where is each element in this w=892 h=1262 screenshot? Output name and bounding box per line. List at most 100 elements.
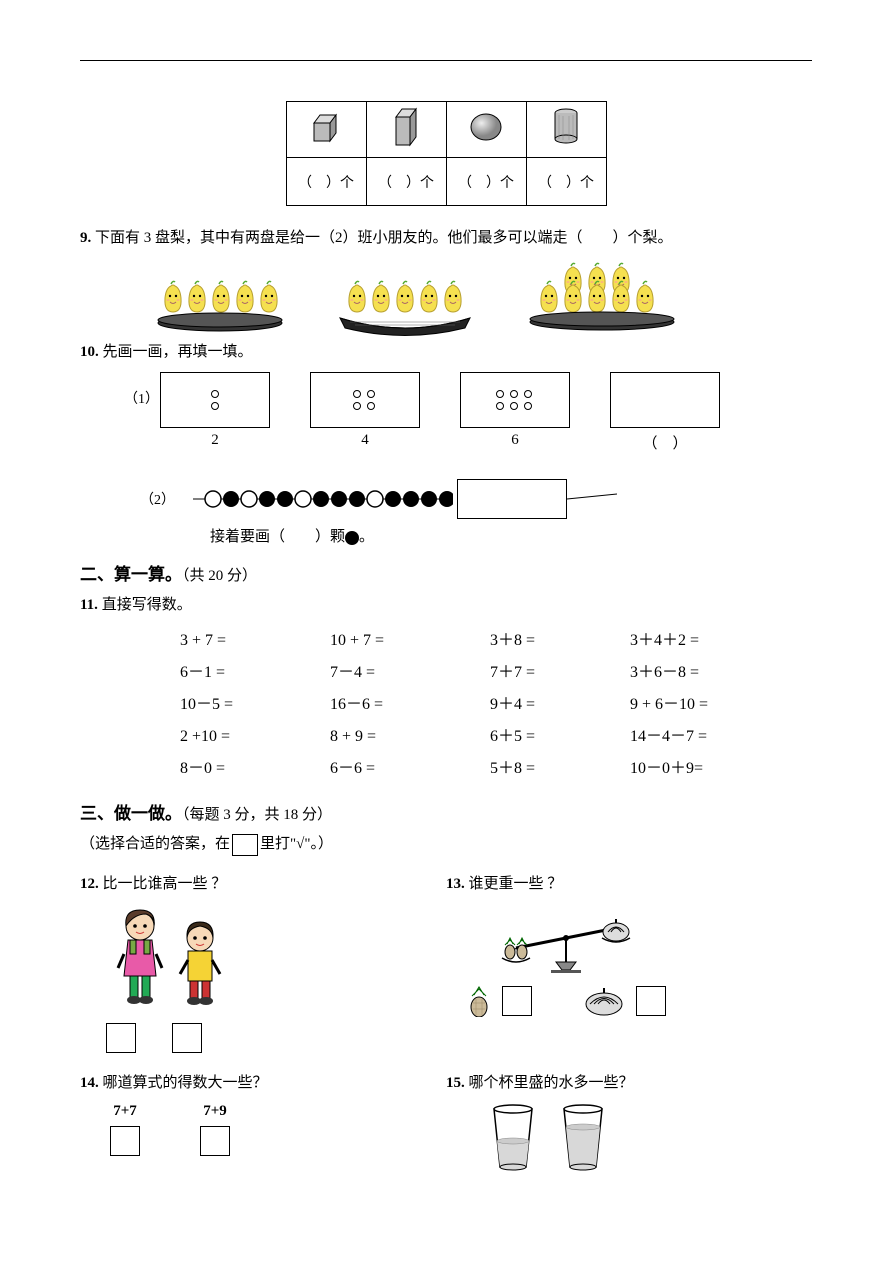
plate-1 (150, 268, 290, 338)
seq-box-4 (610, 372, 720, 428)
q9-number: 9. (80, 230, 91, 246)
shape-count-1: （ ）个 (286, 158, 366, 206)
beads-caption: 接着要画（ ）颗。 (210, 525, 812, 546)
q14-box-1 (110, 1126, 140, 1156)
question-15: 15. 哪个杯里盛的水多一些？ (446, 1063, 812, 1173)
q14-equations: 7+7 7+9 (110, 1103, 446, 1156)
q14-box-2 (200, 1126, 230, 1156)
cell: 16－6 = (330, 689, 490, 721)
q12-box-2 (172, 1023, 202, 1053)
cell: 6－6 = (330, 753, 490, 785)
q13-box-1 (502, 986, 532, 1016)
q10-sub1-label: （1） (124, 388, 159, 408)
seq-num-2: 4 (310, 432, 420, 453)
cell: 5＋8 = (490, 753, 630, 785)
string-tail (567, 484, 617, 514)
section-2-sub: （共 20 分） (182, 568, 257, 584)
beads-string (193, 484, 453, 514)
kids-illustration (100, 904, 446, 1019)
plate-3 (520, 260, 690, 338)
cell: 9＋4 = (490, 689, 630, 721)
q10-sub2-label: （2） (140, 489, 175, 509)
question-9: 9. 下面有 3 盘梨，其中有两盘是给一（2）班小朋友的。他们最多可以端走（ ）… (80, 226, 812, 250)
cuboid-icon (386, 105, 426, 149)
section-3-instruction: （选择合适的答案，在 里打"√"。） (80, 832, 812, 856)
q12-box-1 (106, 1023, 136, 1053)
sphere-icon (466, 107, 506, 147)
arith-row-1: 3 + 7 =10 + 7 =3＋8 =3＋4＋2 = (180, 625, 812, 657)
seq-box-1 (160, 372, 270, 428)
beads-caption-post: 。 (359, 529, 374, 545)
cell: 3 + 7 = (180, 625, 330, 657)
question-14: 14. 哪道算式的得数大一些？ 7+7 7+9 (80, 1063, 446, 1173)
q11-text: 直接写得数。 (102, 597, 192, 613)
cup-2-icon (556, 1103, 610, 1173)
arith-row-5: 8－0 =6－6 =5＋8 =10－0＋9= (180, 753, 812, 785)
cup-1-icon (486, 1103, 540, 1173)
beads-answer-box (457, 479, 567, 519)
question-10: 10. 先画一画，再填一填。 (80, 340, 812, 364)
arith-row-3: 10－5 =16－6 =9＋4 =9 + 6－10 = (180, 689, 812, 721)
seq-box-3 (460, 372, 570, 428)
cups-illustration (486, 1103, 812, 1173)
q10-text: 先画一画，再填一填。 (103, 344, 253, 360)
arith-row-4: 2 +10 =8 + 9 =6＋5 =14－4－7 = (180, 721, 812, 753)
cell: 10－0＋9= (630, 753, 810, 785)
q10-number: 10. (80, 344, 99, 360)
beads-caption-pre: 接着要画（ ）颗 (210, 529, 345, 545)
q13-box-2 (636, 986, 666, 1016)
q14-eq2: 7+9 (200, 1103, 230, 1120)
q14-text: 哪道算式的得数大一些？ (103, 1075, 268, 1091)
section-2-title: 二、算一算。（共 20 分） (80, 560, 812, 585)
cell: 9 + 6－10 = (630, 689, 810, 721)
seq-num-1: 2 (160, 432, 270, 453)
q13-answers (466, 985, 812, 1017)
pear-plates (150, 260, 812, 338)
shape-sphere (446, 102, 526, 158)
cell: 6－1 = (180, 657, 330, 689)
cell: 3＋6－8 = (630, 657, 810, 689)
shapes-count-table: （ ）个 （ ）个 （ ）个 （ ）个 (286, 101, 607, 206)
pumpkin-icon (582, 986, 626, 1016)
section-3-label: 三、做一做。 (80, 804, 182, 823)
cell: 8－0 = (180, 753, 330, 785)
cell: 7－4 = (330, 657, 490, 689)
cell: 14－4－7 = (630, 721, 810, 753)
worksheet-page: （ ）个 （ ）个 （ ）个 （ ）个 9. 下面有 3 盘梨，其中有两盘是给一… (0, 0, 892, 1262)
cell: 7＋7 = (490, 657, 630, 689)
q11-number: 11. (80, 597, 98, 613)
black-dot-icon (345, 531, 359, 545)
cylinder-icon (546, 105, 586, 149)
cube-icon (306, 107, 346, 147)
instr-pre: （选择合适的答案，在 (80, 836, 230, 852)
question-13: 13. 谁更重一些 ？ (446, 864, 812, 1053)
cell: 6＋5 = (490, 721, 630, 753)
shape-cube (286, 102, 366, 158)
section-3-sub: （每题 3 分，共 18 分） (182, 807, 332, 823)
shape-cuboid (366, 102, 446, 158)
cell: 2 +10 = (180, 721, 330, 753)
balance-scale (466, 904, 812, 1017)
q15-number: 15. (446, 1075, 465, 1091)
q13-number: 13. (446, 876, 465, 892)
section-2-label: 二、算一算。 (80, 565, 182, 584)
plate-2 (330, 268, 480, 338)
q12-text: 比一比谁高一些 ？ (103, 876, 227, 892)
cell: 8 + 9 = (330, 721, 490, 753)
q9-text: 下面有 3 盘梨，其中有两盘是给一（2）班小朋友的。他们最多可以端走（ ）个梨。 (95, 230, 673, 246)
pineapple-icon (466, 985, 492, 1017)
seq-num-3: 6 (460, 432, 570, 453)
seq-box-2 (310, 372, 420, 428)
q10-sequence-numbers: 2 4 6 （ ） (160, 432, 812, 453)
shape-cylinder (526, 102, 606, 158)
section-3-title: 三、做一做。（每题 3 分，共 18 分） (80, 799, 812, 824)
q10-sequence: （1） (160, 372, 812, 428)
q14-number: 14. (80, 1075, 99, 1091)
shape-count-2: （ ）个 (366, 158, 446, 206)
cell: 3＋8 = (490, 625, 630, 657)
cell: 10－5 = (180, 689, 330, 721)
question-12: 12. 比一比谁高一些 ？ (80, 864, 446, 1053)
cell: 10 + 7 = (330, 625, 490, 657)
instr-post: 里打"√"。） (260, 836, 333, 852)
q15-text: 哪个杯里盛的水多一些？ (469, 1075, 634, 1091)
